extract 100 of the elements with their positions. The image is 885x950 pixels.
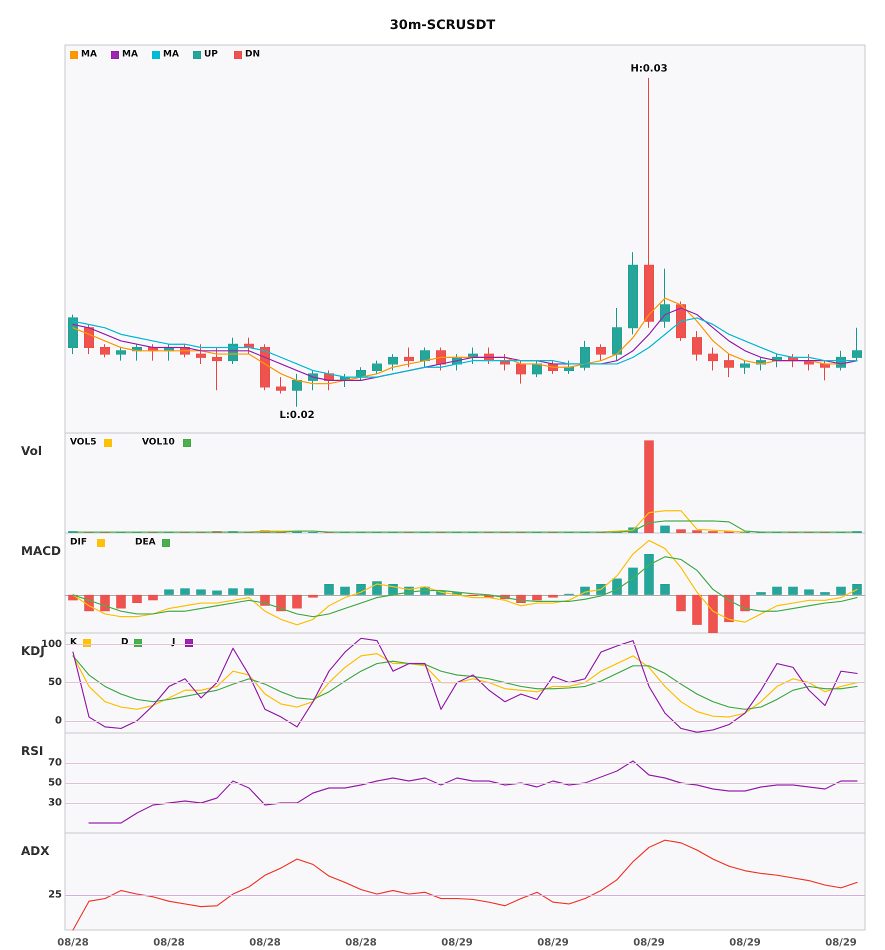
y-tick-label: 70: [48, 758, 62, 768]
bar: [644, 440, 654, 533]
candlestick: [292, 373, 302, 408]
candlestick: [212, 347, 222, 391]
chart-title: ADX: [21, 844, 50, 858]
annotation: H:0.03: [630, 63, 668, 74]
y-tick-label: 30: [48, 798, 62, 808]
candlestick: [468, 347, 478, 364]
bar: [132, 594, 142, 604]
bar: [308, 594, 318, 598]
line-series: [72, 638, 858, 733]
bar: [804, 589, 814, 595]
bar: [100, 594, 110, 612]
bar: [148, 594, 158, 600]
bar: [708, 594, 718, 633]
bar: [660, 526, 670, 533]
y-tick-label: 50: [48, 677, 62, 688]
candlestick: [372, 360, 382, 374]
candlestick: [580, 340, 590, 372]
x-tick-label: 08/28: [57, 938, 89, 948]
y-tick-label: 0: [55, 715, 62, 726]
bar: [212, 590, 222, 595]
bar: [644, 554, 654, 595]
line-series: [72, 655, 858, 710]
candlestick: [612, 308, 622, 362]
x-tick-label: 08/29: [537, 938, 569, 948]
candlestick: [196, 344, 206, 364]
bar: [340, 586, 350, 595]
bar: [772, 586, 782, 595]
legend-label: VOL5: [70, 438, 96, 448]
x-tick-label: 08/28: [153, 938, 185, 948]
candlestick: [708, 347, 718, 372]
candlestick: [724, 354, 734, 378]
bar: [164, 589, 174, 595]
candlestick: [100, 344, 110, 358]
x-tick-label: 08/29: [729, 938, 761, 948]
annotation: L:0.02: [279, 410, 315, 422]
candlestick: [276, 376, 286, 394]
candlestick: [644, 77, 654, 328]
bar: [324, 584, 334, 595]
bar: [660, 584, 670, 595]
candlestick: [260, 344, 270, 391]
bar: [180, 588, 190, 595]
candlestick: [532, 360, 542, 378]
bar: [676, 529, 686, 533]
bar: [116, 594, 126, 608]
text: 25: [48, 889, 62, 900]
line-series: [88, 760, 858, 824]
x-tick-label: 08/29: [825, 938, 857, 948]
chart-title: 30m-SCRUSDT: [390, 18, 496, 33]
legend-label: MA: [81, 50, 97, 60]
chart-title: Vol: [21, 444, 42, 458]
bar: [836, 586, 846, 595]
candlestick: [740, 360, 750, 374]
y-tick-label: 50: [48, 778, 62, 788]
bar: [244, 588, 254, 595]
candlestick: [68, 314, 78, 355]
bar: [692, 594, 702, 625]
bar: [852, 584, 862, 595]
text: RSI: [21, 744, 44, 758]
bar: [820, 592, 830, 595]
candlestick: [676, 300, 686, 342]
bar: [628, 568, 638, 595]
line-series: [72, 653, 858, 718]
legend-label: MA: [163, 50, 179, 60]
legend-label: MA: [122, 50, 138, 60]
bar: [196, 589, 206, 595]
legend-label: DN: [245, 50, 260, 60]
bar: [692, 530, 702, 533]
bar: [292, 594, 302, 608]
bar: [788, 586, 798, 595]
candlestick: [596, 344, 606, 362]
candlestick: [420, 347, 430, 368]
x-tick-label: 08/28: [249, 938, 281, 948]
legend-label: DEA: [135, 538, 156, 548]
bar: [676, 594, 686, 612]
bar: [372, 581, 382, 595]
bar: [740, 594, 750, 612]
x-tick-label: 08/29: [441, 938, 473, 948]
bar: [276, 594, 286, 612]
candlestick: [404, 347, 414, 368]
legend-label: VOL10: [142, 438, 175, 448]
bar: [548, 594, 558, 598]
legend-label: UP: [204, 50, 218, 60]
candlestick: [852, 327, 862, 362]
candlestick: [820, 360, 830, 381]
bar: [228, 588, 238, 595]
candlestick: [116, 347, 126, 362]
candlestick: [388, 354, 398, 372]
legend-label: DIF: [70, 538, 87, 548]
bar: [756, 592, 766, 595]
candlestick: [660, 268, 670, 328]
x-tick-label: 08/28: [345, 938, 377, 948]
candlestick: [628, 252, 638, 335]
candlestick: [692, 330, 702, 362]
candlestick: [84, 324, 94, 355]
chart-title: MACD: [21, 544, 62, 558]
bar: [532, 594, 542, 600]
candlestick: [516, 360, 526, 384]
x-tick-label: 08/29: [633, 938, 665, 948]
